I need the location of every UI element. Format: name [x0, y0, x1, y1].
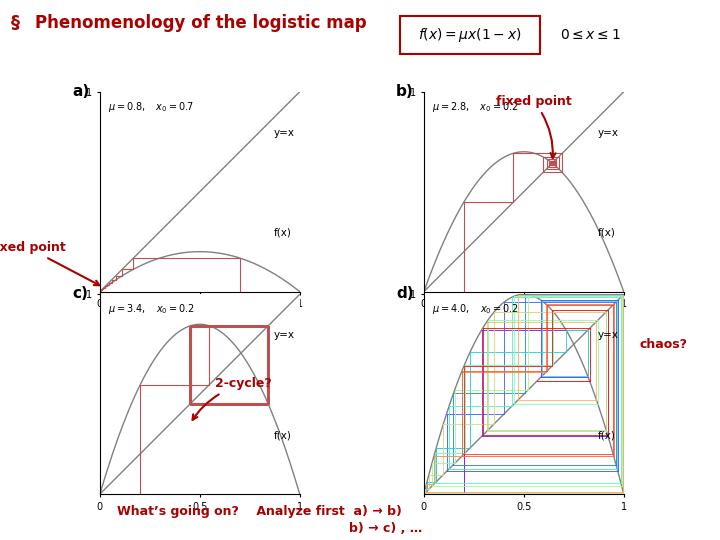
Text: $\mu = 0.8,$   $x_0 = 0.7$: $\mu = 0.8,$ $x_0 = 0.7$: [108, 100, 194, 114]
Text: y=x: y=x: [598, 128, 618, 138]
Text: $f(x) = \mu x(1-x)$: $f(x) = \mu x(1-x)$: [418, 26, 521, 44]
Text: 2-cycle?: 2-cycle?: [192, 377, 272, 420]
Text: c): c): [72, 286, 88, 301]
Text: f(x): f(x): [274, 430, 292, 440]
Text: fixed point: fixed point: [0, 241, 99, 285]
Text: f(x): f(x): [598, 228, 616, 238]
Text: Phenomenology of the logistic map: Phenomenology of the logistic map: [35, 14, 366, 31]
Text: a): a): [72, 84, 89, 99]
Text: $\mu = 2.8,$   $x_0 = 0.2$: $\mu = 2.8,$ $x_0 = 0.2$: [432, 100, 518, 114]
Text: y=x: y=x: [274, 330, 294, 340]
Text: $\mu = 4.0,$   $x_0 = 0.2$: $\mu = 4.0,$ $x_0 = 0.2$: [432, 302, 518, 316]
Text: $\mu = 3.4,$   $x_0 = 0.2$: $\mu = 3.4,$ $x_0 = 0.2$: [108, 302, 194, 316]
Text: f(x): f(x): [598, 430, 616, 440]
Text: y=x: y=x: [274, 128, 294, 138]
Text: What’s going on?    Analyze first  a) → b): What’s going on? Analyze first a) → b): [117, 505, 402, 518]
Text: b): b): [396, 84, 414, 99]
Text: fixed point: fixed point: [496, 95, 572, 158]
Text: §: §: [11, 14, 19, 31]
Text: d): d): [396, 286, 413, 301]
Text: chaos?: chaos?: [639, 338, 688, 351]
Text: b) → c) , …: b) → c) , …: [348, 522, 422, 535]
Text: $0 \leq x \leq 1$: $0 \leq x \leq 1$: [560, 28, 621, 42]
Text: f(x): f(x): [274, 228, 292, 238]
Text: y=x: y=x: [598, 330, 618, 340]
